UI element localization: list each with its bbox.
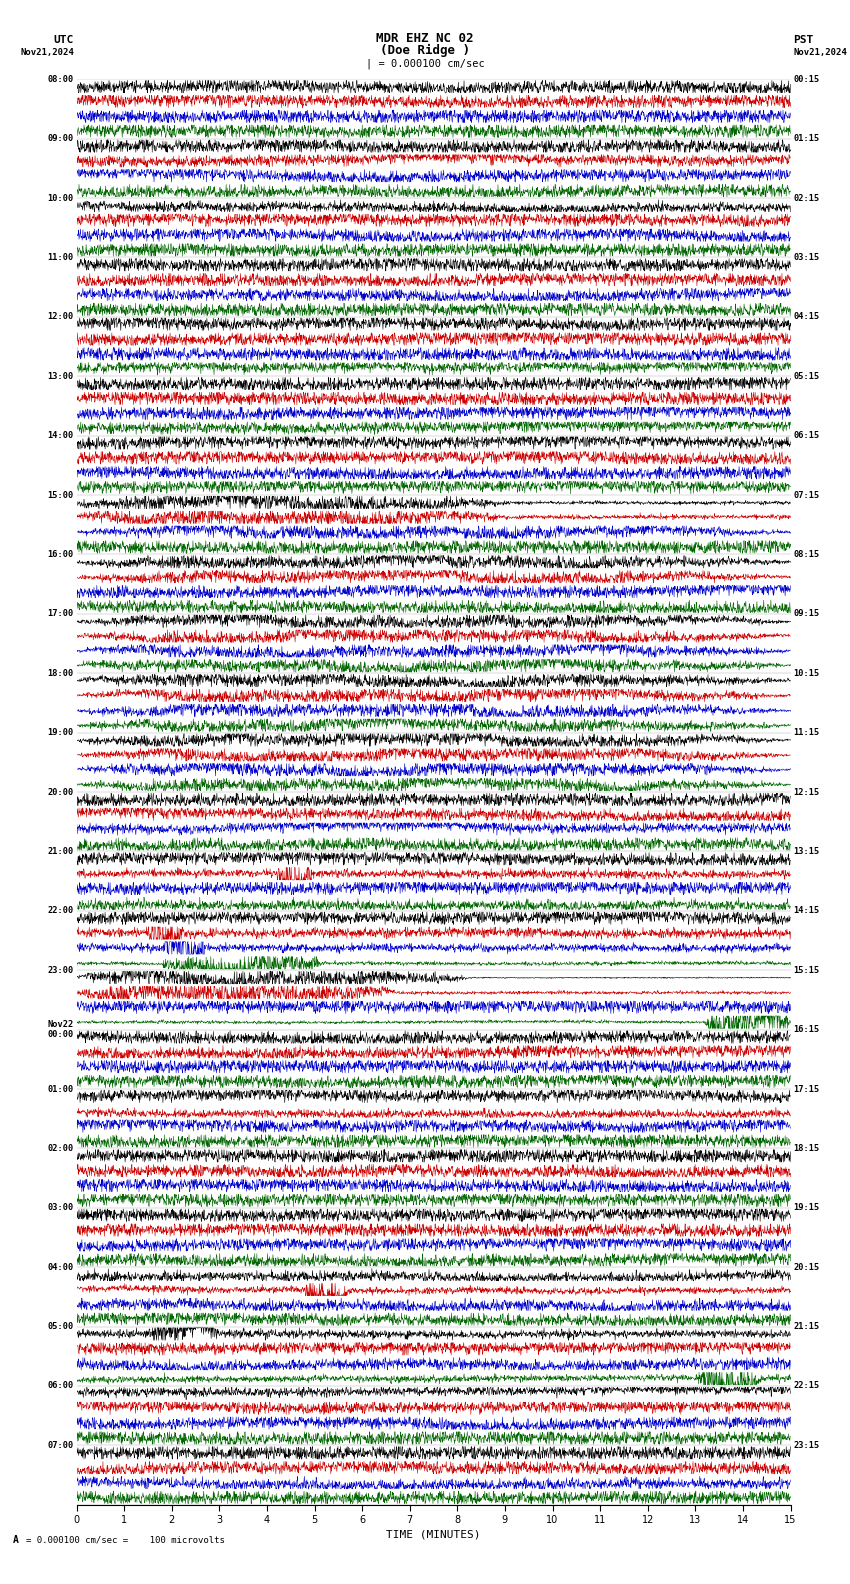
Text: 02:00: 02:00 — [48, 1144, 74, 1153]
Text: 04:00: 04:00 — [48, 1262, 74, 1272]
Text: 06:00: 06:00 — [48, 1381, 74, 1391]
Text: 05:00: 05:00 — [48, 1323, 74, 1331]
Text: 04:15: 04:15 — [793, 312, 819, 322]
Text: 19:15: 19:15 — [793, 1204, 819, 1212]
Text: Nov21,2024: Nov21,2024 — [20, 48, 74, 57]
Text: 07:15: 07:15 — [793, 491, 819, 499]
Text: A: A — [13, 1535, 19, 1544]
Text: 06:15: 06:15 — [793, 431, 819, 440]
Text: 20:00: 20:00 — [48, 787, 74, 797]
Text: | = 0.000100 cm/sec: | = 0.000100 cm/sec — [366, 59, 484, 70]
Text: 02:15: 02:15 — [793, 193, 819, 203]
Text: 14:15: 14:15 — [793, 906, 819, 916]
Text: 01:00: 01:00 — [48, 1085, 74, 1093]
Text: 05:15: 05:15 — [793, 372, 819, 380]
Text: 22:00: 22:00 — [48, 906, 74, 916]
Text: 10:00: 10:00 — [48, 193, 74, 203]
Text: Nov21,2024: Nov21,2024 — [793, 48, 847, 57]
Text: 09:00: 09:00 — [48, 135, 74, 143]
Text: 09:15: 09:15 — [793, 610, 819, 618]
Text: 22:15: 22:15 — [793, 1381, 819, 1391]
Text: 12:15: 12:15 — [793, 787, 819, 797]
Text: Nov22
00:00: Nov22 00:00 — [48, 1020, 74, 1039]
Text: 17:00: 17:00 — [48, 610, 74, 618]
Text: 23:00: 23:00 — [48, 966, 74, 974]
Text: = 0.000100 cm/sec =    100 microvolts: = 0.000100 cm/sec = 100 microvolts — [26, 1535, 224, 1544]
Text: (Doe Ridge ): (Doe Ridge ) — [380, 44, 470, 57]
Text: 08:00: 08:00 — [48, 74, 74, 84]
Text: 03:00: 03:00 — [48, 1204, 74, 1212]
Text: 20:15: 20:15 — [793, 1262, 819, 1272]
Text: 03:15: 03:15 — [793, 253, 819, 261]
Text: 07:00: 07:00 — [48, 1441, 74, 1449]
Text: MDR EHZ NC 02: MDR EHZ NC 02 — [377, 32, 473, 44]
Text: 19:00: 19:00 — [48, 729, 74, 737]
Text: 16:00: 16:00 — [48, 550, 74, 559]
Text: 12:00: 12:00 — [48, 312, 74, 322]
Text: 10:15: 10:15 — [793, 668, 819, 678]
Text: 11:15: 11:15 — [793, 729, 819, 737]
Text: 00:15: 00:15 — [793, 74, 819, 84]
Text: 15:00: 15:00 — [48, 491, 74, 499]
Text: 16:15: 16:15 — [793, 1025, 819, 1034]
Text: 13:00: 13:00 — [48, 372, 74, 380]
Text: 17:15: 17:15 — [793, 1085, 819, 1093]
Text: 11:00: 11:00 — [48, 253, 74, 261]
X-axis label: TIME (MINUTES): TIME (MINUTES) — [386, 1530, 481, 1540]
Text: 21:15: 21:15 — [793, 1323, 819, 1331]
Text: 08:15: 08:15 — [793, 550, 819, 559]
Text: PST: PST — [793, 35, 813, 44]
Text: 18:15: 18:15 — [793, 1144, 819, 1153]
Text: 14:00: 14:00 — [48, 431, 74, 440]
Text: 01:15: 01:15 — [793, 135, 819, 143]
Text: 13:15: 13:15 — [793, 847, 819, 855]
Text: 18:00: 18:00 — [48, 668, 74, 678]
Text: 23:15: 23:15 — [793, 1441, 819, 1449]
Text: 15:15: 15:15 — [793, 966, 819, 974]
Text: UTC: UTC — [54, 35, 74, 44]
Text: 21:00: 21:00 — [48, 847, 74, 855]
